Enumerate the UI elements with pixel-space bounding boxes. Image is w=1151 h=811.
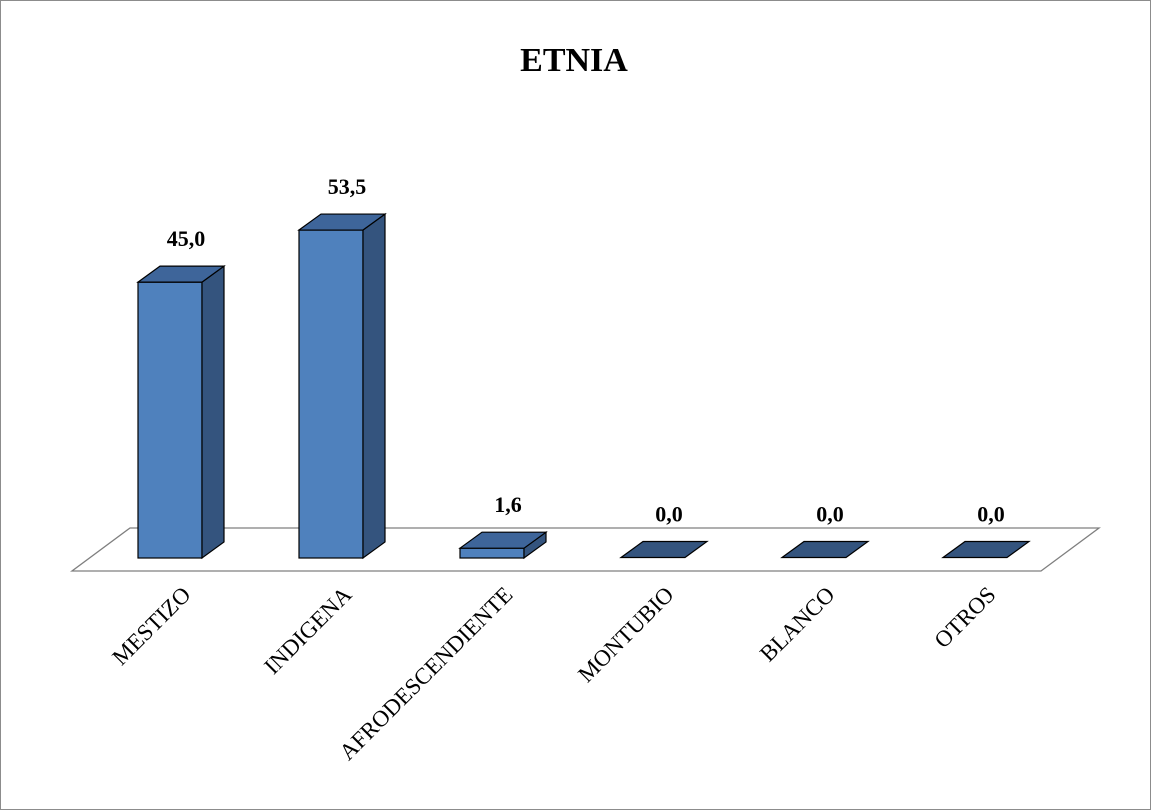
category-label-indigena: INDIGENA <box>259 582 356 679</box>
value-label-blanco: 0,0 <box>816 502 844 527</box>
value-label-montubio: 0,0 <box>655 502 683 527</box>
bar-indigena <box>297 212 387 560</box>
bar-otros <box>941 540 1031 559</box>
bar-front <box>137 281 203 559</box>
value-label-mestizo: 45,0 <box>167 226 206 251</box>
value-label-indigena: 53,5 <box>328 174 367 199</box>
category-label-mestizo: MESTIZO <box>107 582 195 670</box>
bar-mestizo <box>136 264 226 560</box>
bar-side <box>201 264 225 560</box>
bar-front <box>298 229 364 559</box>
bar-top <box>458 531 548 549</box>
category-label-otros: OTROS <box>930 582 1001 653</box>
category-label-blanco: BLANCO <box>755 582 840 667</box>
category-label-montubio: MONTUBIO <box>573 582 678 687</box>
value-label-afrodescendiente: 1,6 <box>494 492 522 517</box>
bar-montubio <box>619 540 709 559</box>
chart-floor <box>70 527 1101 572</box>
bar-side <box>362 212 386 560</box>
bar-top <box>941 540 1031 559</box>
category-label-afrodescendiente: AFRODESCENDIENTE <box>335 582 518 765</box>
bar-top <box>619 540 709 559</box>
bar-top <box>780 540 870 559</box>
bar-front <box>459 547 525 559</box>
value-label-otros: 0,0 <box>977 502 1005 527</box>
bar-blanco <box>780 540 870 559</box>
bar-top <box>297 213 387 231</box>
bar-afrodescendiente <box>458 531 548 560</box>
chart-title: ETNIA <box>520 42 628 79</box>
bar-top <box>136 265 226 283</box>
